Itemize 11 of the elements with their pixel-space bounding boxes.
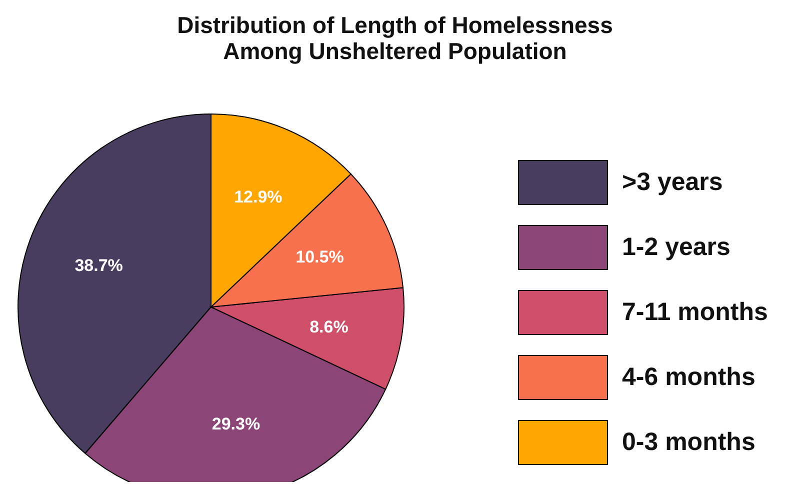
data-label: 29.3% xyxy=(212,414,260,434)
legend-label: 4-6 months xyxy=(622,363,756,392)
legend-label: 0-3 months xyxy=(622,428,756,457)
legend-label: 1-2 years xyxy=(622,233,730,262)
legend-label: >3 years xyxy=(622,168,723,197)
chart-title: Distribution of Length of Homelessness Among Unsheltered Population xyxy=(176,11,614,66)
data-label: 8.6% xyxy=(310,318,348,337)
legend-label: 7-11 months xyxy=(622,298,768,327)
data-label: 10.5% xyxy=(296,248,344,267)
data-label: 38.7% xyxy=(74,256,123,275)
data-label: 12.9% xyxy=(234,188,282,207)
